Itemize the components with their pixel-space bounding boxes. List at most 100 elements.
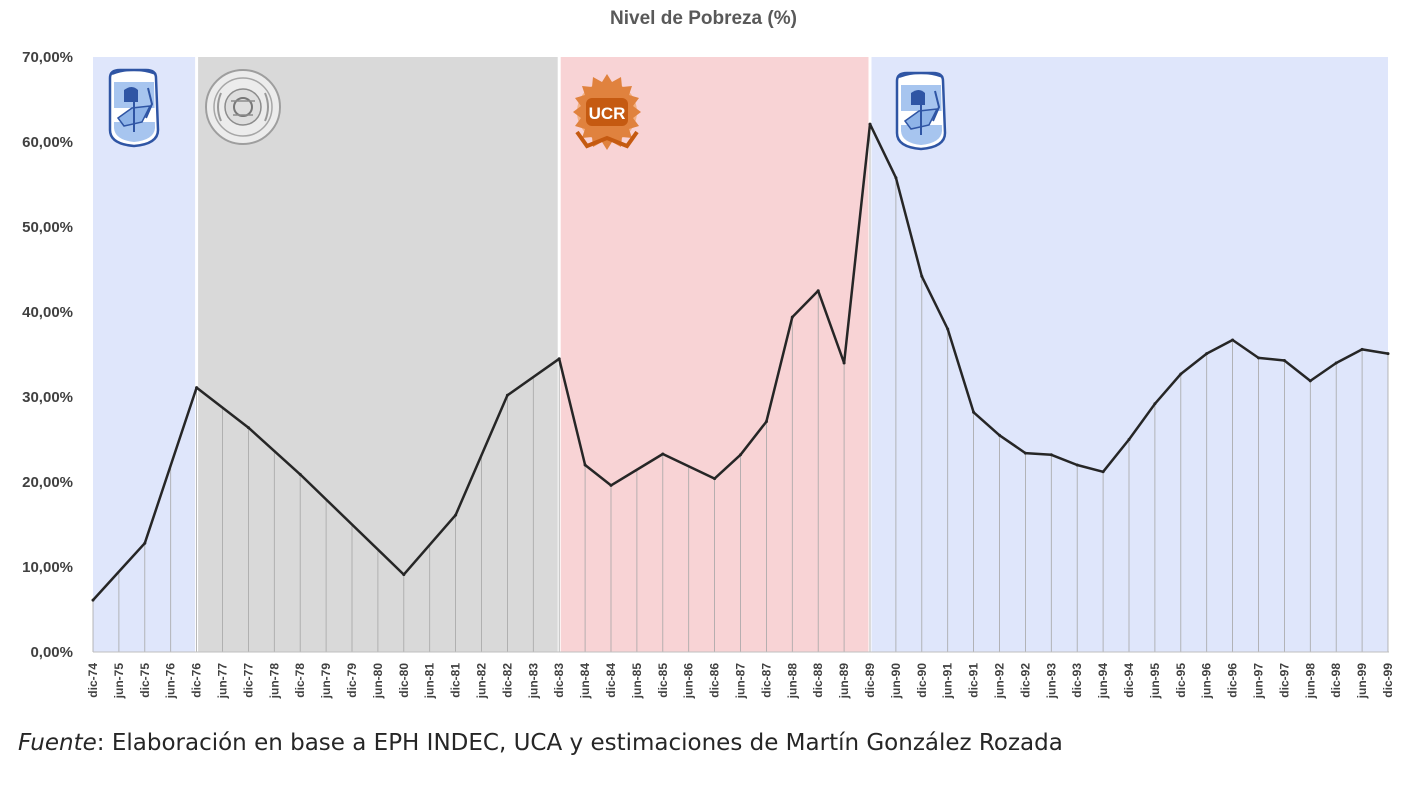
data-point <box>868 122 872 126</box>
x-tick-label: dic-81 <box>449 663 463 698</box>
x-tick-label: jun-87 <box>734 663 748 700</box>
data-point <box>1075 463 1079 467</box>
x-tick-label: jun-82 <box>475 663 489 700</box>
data-point <box>91 598 95 602</box>
poverty-line-chart: 0,00% 10,00% 20,00% 30,00% 40,00% 50,00% 60,00… <box>22 49 1395 700</box>
data-point <box>1023 451 1027 455</box>
drop-lines <box>92 124 1389 652</box>
x-tick-label: dic-88 <box>811 663 825 698</box>
x-tick-label: dic-90 <box>915 663 929 698</box>
y-tick-label: 20,00% <box>22 474 73 491</box>
x-axis: dic-74 jun-75 dic-75 jun-76 dic-76 jun-77 dic-… <box>86 663 1395 700</box>
x-tick-label: dic-75 <box>138 663 152 698</box>
source-note: Fuente: Elaboración en base a EPH INDEC,… <box>18 730 1063 756</box>
source-prefix: Fuente <box>18 730 97 756</box>
x-tick-label: jun-90 <box>889 663 903 700</box>
x-tick-label: jun-97 <box>1252 663 1266 700</box>
data-point <box>505 393 509 397</box>
data-point <box>1179 372 1183 376</box>
ejercito-argentino-logo <box>205 69 281 145</box>
x-tick-label: dic-78 <box>293 663 307 698</box>
y-axis: 0,00% 10,00% 20,00% 30,00% 40,00% 50,00% 60,00… <box>22 49 73 661</box>
x-tick-label: jun-80 <box>371 663 385 700</box>
ucr-logo-text: UCR <box>589 104 626 123</box>
x-tick-label: jun-85 <box>630 663 644 700</box>
x-tick-label: dic-85 <box>656 663 670 698</box>
justicialista-logo <box>108 68 160 148</box>
y-tick-label: 50,00% <box>22 219 73 236</box>
data-point <box>246 426 250 430</box>
data-point <box>764 420 768 424</box>
x-tick-label: jun-78 <box>267 663 281 700</box>
x-tick-label: jun-84 <box>578 663 592 700</box>
data-point <box>1386 352 1390 356</box>
x-tick-label: jun-77 <box>216 663 230 700</box>
x-tick-label: jun-92 <box>993 663 1007 700</box>
x-tick-label: dic-80 <box>397 663 411 698</box>
justicialista-logo <box>895 71 947 151</box>
data-point <box>1334 361 1338 365</box>
data-point <box>972 410 976 414</box>
data-point <box>842 361 846 365</box>
data-point <box>739 453 742 457</box>
x-tick-label: dic-96 <box>1226 663 1240 698</box>
data-point <box>1153 402 1157 406</box>
x-tick-label: dic-98 <box>1329 663 1343 698</box>
data-point <box>143 541 147 545</box>
x-tick-label: dic-95 <box>1174 663 1188 698</box>
x-tick-label: jun-98 <box>1303 663 1317 700</box>
data-point <box>790 315 794 319</box>
x-tick-label: dic-87 <box>759 663 773 698</box>
x-tick-label: jun-99 <box>1355 663 1369 700</box>
x-tick-label: dic-97 <box>1277 663 1291 698</box>
x-tick-label: jun-93 <box>1044 663 1058 700</box>
x-tick-label: jun-83 <box>526 663 540 700</box>
x-tick-label: dic-74 <box>86 663 100 698</box>
data-point <box>1360 347 1364 351</box>
data-point <box>1257 356 1260 360</box>
data-point <box>713 477 717 481</box>
data-point <box>1049 453 1053 457</box>
data-point <box>1101 470 1105 474</box>
y-tick-label: 0,00% <box>30 644 73 661</box>
data-point <box>998 433 1001 437</box>
x-tick-label: dic-82 <box>500 663 514 698</box>
x-tick-label: dic-76 <box>190 663 204 698</box>
data-point <box>894 176 898 180</box>
data-point <box>402 573 406 577</box>
data-point <box>1282 358 1286 362</box>
data-point <box>557 357 561 361</box>
data-point <box>661 452 665 456</box>
x-tick-label: jun-94 <box>1096 663 1110 700</box>
ucr-logo: UCR <box>573 74 641 150</box>
data-point <box>816 289 820 293</box>
x-tick-label: jun-79 <box>319 663 333 700</box>
x-tick-label: dic-93 <box>1070 663 1084 698</box>
chart-title: Nivel de Pobreza (%) <box>610 8 797 29</box>
data-point <box>609 483 613 487</box>
data-point <box>946 327 950 331</box>
x-tick-label: dic-91 <box>967 663 981 698</box>
x-tick-label: dic-92 <box>1018 663 1032 698</box>
x-tick-label: dic-84 <box>604 663 618 698</box>
y-tick-label: 10,00% <box>22 559 73 576</box>
x-tick-label: dic-77 <box>241 663 255 698</box>
y-tick-label: 60,00% <box>22 134 73 151</box>
data-point <box>1127 438 1131 441</box>
y-tick-label: 30,00% <box>22 389 73 406</box>
x-tick-label: dic-94 <box>1122 663 1136 698</box>
x-tick-label: jun-89 <box>837 663 851 700</box>
data-point <box>583 463 587 467</box>
x-tick-label: dic-99 <box>1381 663 1395 698</box>
x-tick-label: dic-86 <box>708 663 722 698</box>
x-tick-label: dic-79 <box>345 663 359 698</box>
data-point <box>1308 379 1312 383</box>
source-text: : Elaboración en base a EPH INDEC, UCA y… <box>96 730 1063 756</box>
x-tick-label: jun-96 <box>1200 663 1214 700</box>
data-point <box>454 513 458 517</box>
data-point <box>1231 338 1235 342</box>
x-tick-label: jun-91 <box>941 663 955 700</box>
data-points <box>91 122 1390 602</box>
data-point <box>298 472 302 476</box>
x-tick-label: jun-75 <box>112 663 126 700</box>
